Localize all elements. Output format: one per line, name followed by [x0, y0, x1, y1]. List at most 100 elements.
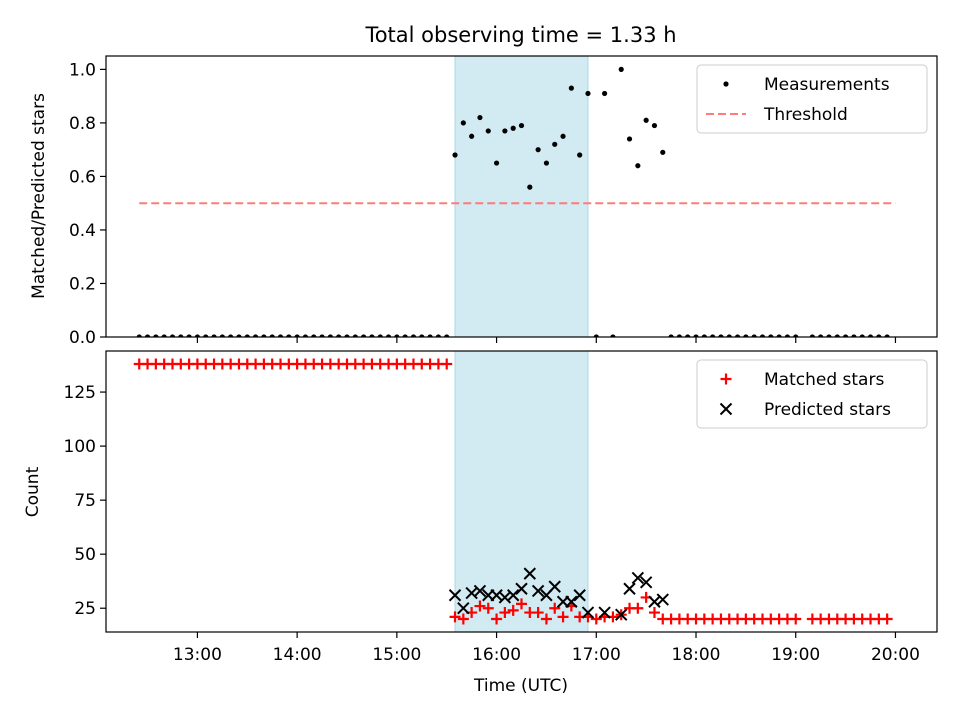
data-point	[710, 334, 716, 337]
data-point	[402, 334, 408, 337]
data-point	[632, 602, 644, 614]
legend-item: Predicted stars	[719, 400, 891, 420]
top-panel-marks	[136, 66, 896, 337]
legend-label: Measurements	[764, 75, 890, 95]
data-point	[169, 334, 176, 337]
data-point	[369, 334, 375, 337]
data-point	[531, 584, 545, 598]
data-point	[685, 334, 691, 337]
data-point	[635, 163, 641, 169]
data-point	[385, 334, 392, 337]
data-point	[734, 334, 741, 337]
data-point	[194, 334, 201, 337]
data-point	[618, 66, 624, 72]
data-point	[743, 334, 749, 337]
data-point	[560, 133, 566, 139]
data-point	[394, 334, 400, 337]
y-tick-label: 0.6	[69, 167, 96, 187]
data-point	[203, 334, 209, 337]
data-point	[602, 90, 608, 97]
data-point	[211, 334, 217, 337]
data-point	[793, 334, 799, 337]
data-point	[568, 85, 574, 91]
data-point	[726, 334, 732, 337]
x-tick-label: 17:00	[572, 645, 621, 665]
data-point	[851, 334, 857, 337]
data-point	[549, 602, 561, 614]
data-point	[523, 567, 537, 580]
data-point	[884, 334, 890, 337]
data-point	[506, 589, 520, 602]
data-point	[277, 334, 284, 337]
data-point	[516, 598, 527, 610]
data-point	[344, 334, 350, 337]
y-tick-label: 0.0	[69, 328, 96, 348]
data-point	[244, 334, 250, 337]
data-point	[457, 602, 470, 615]
data-point	[543, 160, 550, 166]
x-tick-label: 20:00	[871, 645, 920, 665]
data-point	[626, 136, 633, 142]
data-point	[518, 122, 525, 129]
x-tick-label: 15:00	[372, 645, 421, 665]
data-point	[252, 334, 259, 337]
data-point	[491, 613, 503, 625]
y-tick-label: 75	[74, 491, 96, 511]
data-point	[319, 334, 325, 337]
data-point	[377, 334, 383, 337]
bottom-panel: 25 50 75 100 125 13:00 14:00 15:00 16:00 17:00 18:…	[23, 350, 938, 696]
data-point	[701, 334, 707, 337]
legend-item: Matched stars	[720, 370, 884, 390]
data-point	[759, 334, 766, 337]
data-point	[427, 334, 433, 337]
data-point	[327, 334, 333, 337]
data-point	[311, 334, 317, 337]
data-point	[639, 576, 653, 589]
legend-item: Measurements	[723, 75, 890, 95]
x-tick-label: 13:00	[173, 645, 222, 665]
data-point	[776, 334, 782, 337]
top-panel-y-axis-label: Matched/Predicted stars	[29, 93, 49, 299]
data-point	[286, 334, 292, 337]
data-point	[768, 334, 774, 337]
data-point	[842, 334, 849, 337]
y-tick-label: 50	[74, 545, 96, 565]
data-point	[557, 611, 569, 623]
data-point	[485, 128, 491, 134]
shaded-interval	[454, 350, 589, 633]
data-point	[818, 334, 824, 337]
plot-frame	[105, 55, 938, 338]
data-point	[552, 141, 558, 147]
data-point	[236, 334, 242, 337]
data-point	[809, 334, 815, 337]
data-point	[540, 613, 552, 625]
data-point	[153, 334, 159, 337]
data-point	[718, 334, 724, 337]
data-point	[790, 613, 802, 625]
bottom-panel-shaded-region	[454, 350, 589, 633]
data-point	[510, 125, 516, 131]
data-point	[527, 184, 533, 190]
data-point	[565, 595, 578, 608]
plot-frame	[105, 350, 938, 633]
data-point	[751, 334, 757, 337]
data-point	[482, 602, 494, 614]
chart-title: Total observing time = 1.33 h	[364, 23, 676, 47]
data-point	[419, 334, 425, 337]
data-point	[477, 114, 483, 121]
x-tick-label: 19:00	[771, 645, 820, 665]
data-point	[610, 334, 616, 337]
data-point	[876, 334, 882, 337]
data-point	[668, 334, 674, 337]
data-point	[502, 128, 508, 134]
data-point	[228, 334, 234, 337]
data-point	[784, 334, 791, 337]
data-point	[161, 334, 167, 337]
y-tick-label: 1.0	[69, 60, 96, 80]
data-point	[444, 334, 450, 337]
top-panel-shaded-region	[454, 55, 589, 338]
data-point	[693, 334, 699, 337]
data-point	[352, 334, 358, 337]
data-point	[585, 90, 591, 97]
